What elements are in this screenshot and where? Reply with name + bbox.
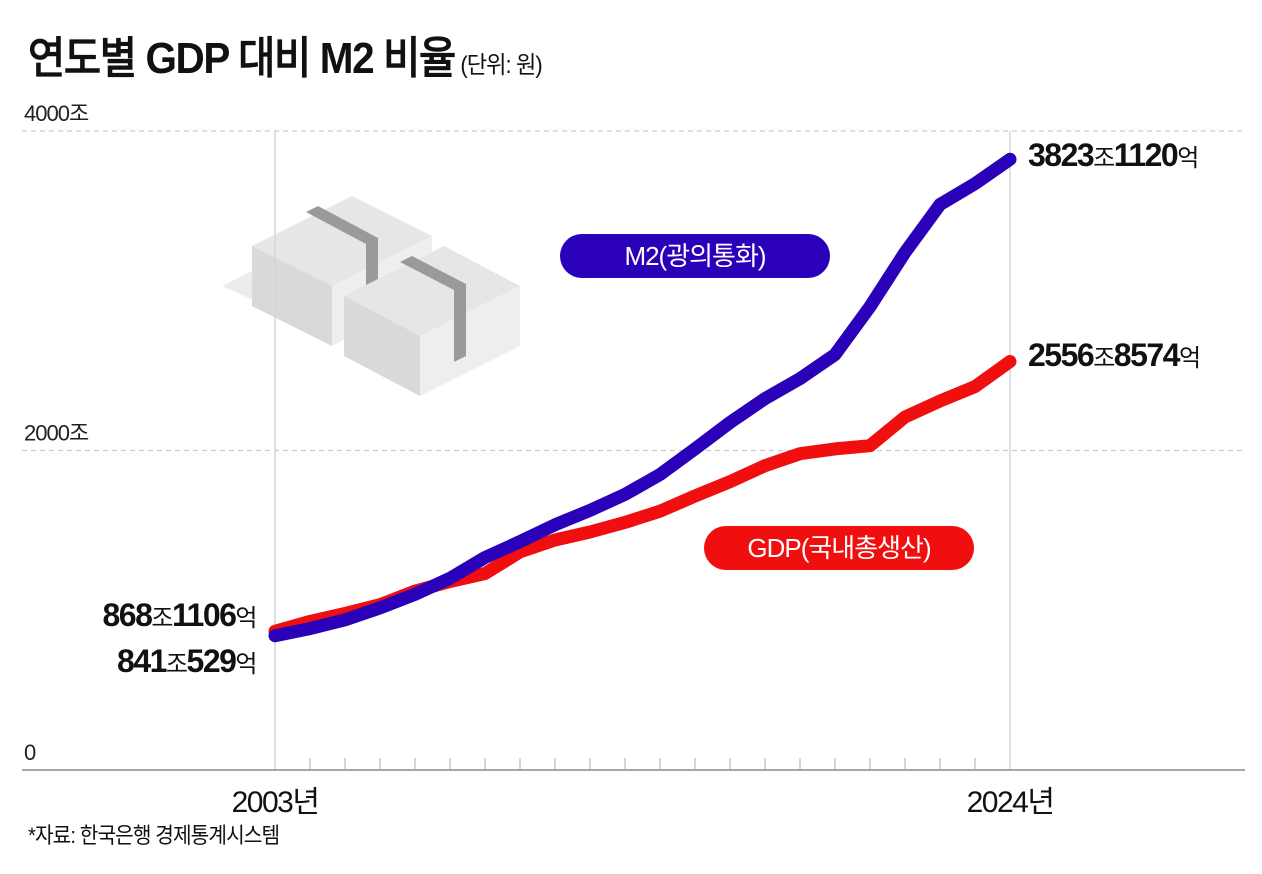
money-stack-illustration — [222, 196, 520, 396]
end-label-m2: 3823조1120억 — [1028, 137, 1198, 173]
x-tick-label-2024: 2024년 — [967, 786, 1054, 819]
legend-m2: M2(광의통화) — [560, 234, 830, 278]
series-line-gdp — [268, 355, 1017, 638]
chart-title-text: 연도별 GDP 대비 M2 비율 — [28, 34, 456, 83]
end-label-gdp: 2556조8574억 — [1028, 337, 1200, 373]
source-note: *자료: 한국은행 경제통계시스템 — [28, 823, 280, 848]
series-line-m2 — [268, 152, 1017, 643]
legend-gdp: GDP(국내총생산) — [704, 526, 974, 570]
start-label-m2: 841조529억 — [117, 643, 256, 679]
start-label-gdp: 868조1106억 — [103, 597, 257, 633]
y-tick-label: 2000조 — [24, 421, 89, 446]
chart-title: 연도별 GDP 대비 M2 비율 (단위: 원) — [28, 22, 543, 86]
y-tick-label: 0 — [24, 740, 36, 765]
x-tick-label-2003: 2003년 — [232, 786, 319, 819]
y-tick-label: 4000조 — [24, 101, 89, 126]
unit-note: (단위: 원) — [460, 52, 542, 79]
